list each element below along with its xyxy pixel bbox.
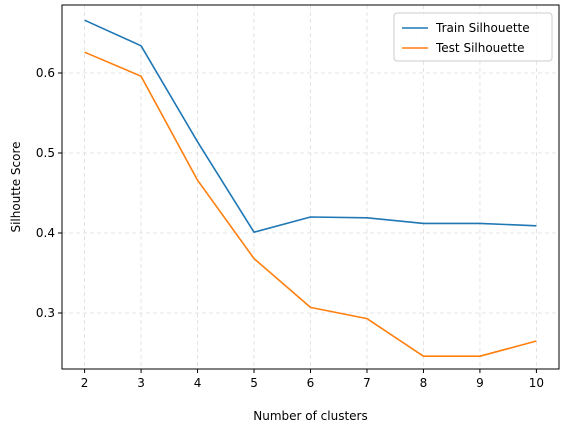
- x-tick-label: 3: [137, 376, 145, 390]
- y-tick-label: 0.5: [36, 146, 55, 160]
- y-tick-label: 0.4: [36, 226, 55, 240]
- legend-entry-label: Test Silhouette: [435, 41, 524, 55]
- grid: [62, 5, 559, 369]
- legend-box: [393, 12, 553, 62]
- x-tick-label: 5: [250, 376, 258, 390]
- series-lines: [84, 19, 537, 358]
- legend: Train Silhouette Test Silhouette: [393, 12, 553, 62]
- y-axis: 0.3 0.4 0.5 0.6: [36, 66, 62, 320]
- y-axis-label: Silhoutte Score: [9, 141, 23, 232]
- x-tick-label: 8: [420, 376, 428, 390]
- y-tick-label: 0.6: [36, 66, 55, 80]
- x-tick-label: 7: [363, 376, 371, 390]
- y-tick-label: 0.3: [36, 306, 55, 320]
- x-tick-label: 9: [476, 376, 484, 390]
- x-axis-label: Number of clusters: [253, 409, 367, 423]
- series-line-train-silhouette: [84, 19, 537, 233]
- legend-entry-label: Train Silhouette: [435, 21, 530, 35]
- x-axis: 2 3 4 5 6 7 8 9 10: [81, 369, 544, 390]
- x-tick-label: 2: [81, 376, 89, 390]
- x-tick-label: 6: [307, 376, 315, 390]
- x-tick-label: 4: [194, 376, 202, 390]
- series-line-test-silhouette: [84, 51, 537, 358]
- x-tick-label: 10: [529, 376, 544, 390]
